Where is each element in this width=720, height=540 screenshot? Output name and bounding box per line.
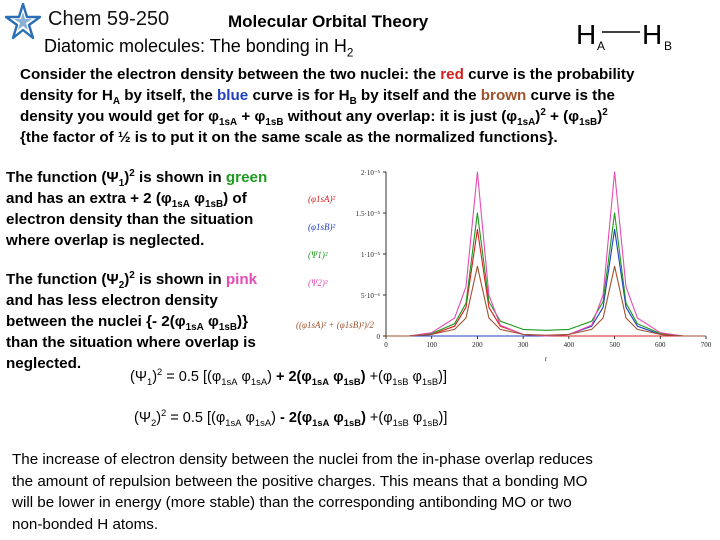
equation-psi1: (Ψ1)2 = 0.5 [(φ1sA φ1sA) + 2(φ1sA φ1sB) … — [130, 366, 447, 387]
x-tick-label-7: 700 — [701, 341, 712, 349]
h2-molecule-diagram: H A H B — [576, 19, 672, 53]
atom-h-b-label: H — [642, 19, 662, 50]
conclusion-paragraph: The increase of electron density between… — [12, 451, 593, 533]
course-code: Chem 59-250 — [48, 8, 170, 30]
series-line-3 — [386, 171, 706, 337]
electron-density-chart: 2·10⁻⁵ 1.5·10⁻⁵ 1·10⁻⁵ 5·10⁻⁶ 00 100 200 300 400… — [296, 169, 712, 363]
legend-label-3: (Ψ2)² — [308, 278, 328, 288]
series-line-0 — [386, 228, 706, 337]
series-line-2 — [386, 212, 706, 337]
page-subtitle: Diatomic molecules: The bonding in H2 — [44, 36, 354, 60]
x-axis-label: r — [545, 355, 548, 363]
atom-h-a-label: H — [576, 19, 596, 50]
page-title: Molecular Orbital Theory — [228, 12, 429, 31]
y-tick-label-0: 2·10⁻⁵ — [361, 169, 381, 177]
equation-psi2: (Ψ2)2 = 0.5 [(φ1sA φ1sA) - 2(φ1sA φ1sB) … — [134, 407, 448, 428]
university-logo-icon — [4, 2, 42, 40]
y-tick-label-4: 0 — [377, 333, 381, 341]
x-tick-label-2: 200 — [472, 341, 483, 349]
x-tick-label-1: 100 — [426, 341, 437, 349]
psi2-paragraph: The function (Ψ2)2 is shown in pink and … — [6, 269, 258, 372]
intro-line-1: Consider the electron density between th… — [20, 66, 635, 83]
y-tick-label-1: 1.5·10⁻⁵ — [356, 210, 381, 218]
atom-h-b-subscript: B — [664, 39, 672, 53]
x-tick-label-0: 0 — [384, 341, 388, 349]
x-tick-label-6: 600 — [655, 341, 666, 349]
intro-line-2: density for HA by itself, the blue curve… — [20, 87, 615, 108]
y-tick-label-3: 5·10⁻⁶ — [361, 292, 381, 300]
psi1-paragraph: The function (Ψ1)2 is shown in green and… — [6, 167, 268, 249]
intro-line-3: density you would get for φ1sA + φ1sB wi… — [20, 106, 608, 129]
y-tick-label-2: 1·10⁻⁵ — [361, 251, 381, 259]
x-tick-label-5: 500 — [609, 341, 620, 349]
legend-label-1: (φ1sB)² — [308, 222, 335, 232]
x-tick-label-3: 300 — [518, 341, 529, 349]
intro-line-4: {the factor of ½ is to put it on the sam… — [20, 129, 558, 146]
atom-h-a-subscript: A — [597, 39, 605, 53]
legend-label-0: (φ1sA)² — [308, 194, 335, 204]
x-tick-label-4: 400 — [564, 341, 575, 349]
legend-label-4: ((φ1sA)² + (φ1sB)²)/2 — [296, 320, 374, 330]
series-line-4 — [386, 265, 706, 337]
legend-label-2: (Ψ1)² — [308, 250, 328, 260]
intro-paragraph: Consider the electron density between th… — [20, 64, 634, 148]
series-line-1 — [386, 228, 706, 337]
